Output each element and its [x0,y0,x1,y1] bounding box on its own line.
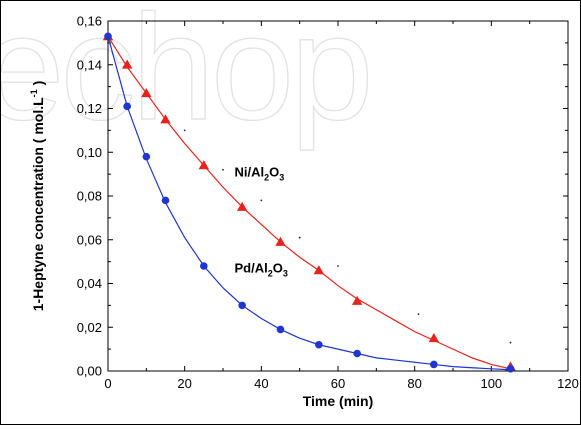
ni-data-point [313,265,325,275]
ni-data-point [198,160,210,170]
y-axis-label: 1-Heptyne concentration ( mol.L-1 ) [29,81,46,312]
dotted-reference-point [417,313,420,316]
y-tick-label: 0,10 [77,145,102,160]
ni-data-point [428,332,440,343]
pd-data-point [142,152,151,161]
y-tick-label: 0,14 [77,57,102,72]
series-label: Pd/Al2O3 [235,261,288,279]
y-tick-label: 0,02 [77,320,102,335]
x-tick-label: 100 [480,376,502,391]
y-tick-label: 0,04 [77,276,102,291]
ni-data-point [275,236,286,246]
pd-data-point [161,196,170,205]
pd-data-point [506,365,515,373]
fit-curve-line [107,35,511,370]
x-tick-label: 40 [254,376,268,391]
ni-data-point [351,295,363,305]
ni-data-point [160,114,171,124]
pd-data-point [238,301,246,310]
y-tick-label: 0,16 [77,14,102,29]
x-tick-label: 120 [557,376,579,391]
series-label: Ni/Al2O3 [235,164,285,182]
dotted-reference-point [183,129,186,132]
pd-data-point [353,349,361,358]
dotted-reference-point [107,41,109,44]
x-tick-label: 60 [331,376,345,391]
pd-data-point [200,262,208,270]
fit-curve-line [107,36,511,371]
pd-data-point [430,360,438,369]
dotted-reference-point [260,199,263,202]
plot-area: 0 20 40 60 80 100 120 0,00 0,02 0,04 0,06 0,08 0,10 0… [29,14,579,410]
ni-data-point [236,201,248,211]
x-tick-label: 80 [407,376,421,391]
pd-data-point [104,32,112,41]
y-tick-label: 0,00 [77,364,102,379]
x-tick-label: 0 [104,376,111,391]
watermark-text: echop [1,1,370,151]
y-tick-label: 0,08 [77,189,102,204]
dotted-reference-point [222,168,224,171]
x-axis-label: Time (min) [303,393,374,409]
pd-data-point [315,340,323,349]
y-tick-label: 0,12 [77,101,102,116]
pd-data-point [123,102,131,111]
dotted-reference-point [298,236,301,239]
ni-data-point [121,59,133,69]
dotted-reference-point [337,265,339,267]
x-tick-label: 20 [177,376,191,391]
ni-data-point [141,87,152,98]
y-tick-label: 0,06 [77,232,102,247]
dotted-reference-point [509,341,512,344]
pd-data-point [276,325,285,334]
